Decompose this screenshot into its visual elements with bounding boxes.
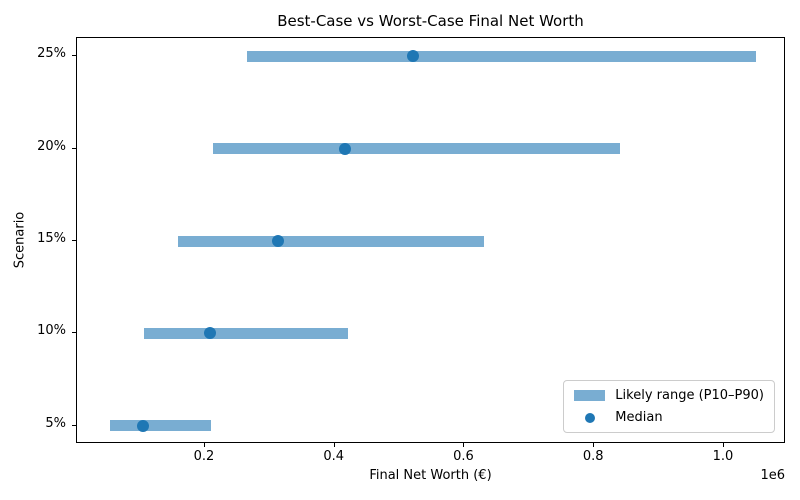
y-tick-mark-25pct: [72, 55, 76, 57]
median-dot-20pct: [339, 142, 352, 155]
legend-median-label: Median: [615, 410, 663, 425]
legend-range-label: Likely range (P10–P90): [615, 388, 764, 403]
x-tick-label-0.4: 0.4: [323, 449, 345, 464]
y-tick-mark-5pct: [72, 424, 76, 426]
range-bar-25pct: [247, 50, 757, 62]
x-tick-mark-1.0: [722, 443, 724, 447]
legend-item-median: Median: [574, 410, 764, 425]
y-tick-mark-15pct: [72, 240, 76, 241]
median-dot-icon: [584, 412, 595, 423]
x-tick-mark-0.2: [203, 443, 205, 447]
x-tick-label-0.2: 0.2: [193, 449, 215, 464]
range-bar-5pct: [109, 420, 212, 432]
x-tick-mark-0.4: [333, 443, 335, 447]
plot-area: Likely range (P10–P90) Median: [76, 37, 785, 443]
legend-range-swatch-box: [574, 390, 606, 401]
legend: Likely range (P10–P90) Median: [563, 380, 775, 433]
median-dot-15pct: [271, 235, 284, 247]
x-tick-mark-0.8: [593, 443, 595, 447]
y-tick-label-10pct: 10%: [37, 323, 66, 339]
x-tick-label-0.6: 0.6: [453, 449, 474, 464]
y-tick-label-5pct: 5%: [45, 415, 66, 431]
x-tick-label-0.8: 0.8: [582, 449, 604, 464]
y-tick-label-25pct: 25%: [37, 46, 66, 62]
range-bar-15pct: [178, 235, 484, 247]
y-tick-mark-10pct: [72, 332, 76, 334]
median-dot-25pct: [406, 50, 419, 63]
x-axis-label: Final Net Worth (€): [369, 468, 492, 483]
x-tick-label-1.0: 1.0: [712, 449, 734, 464]
x-tick-mark-0.6: [463, 443, 465, 447]
median-dot-10pct: [204, 327, 217, 340]
y-tick-mark-20pct: [72, 147, 76, 149]
legend-item-range: Likely range (P10–P90): [574, 388, 764, 403]
range-bar-10pct: [144, 327, 348, 339]
range-bar-20pct: [212, 143, 621, 155]
legend-median-swatch-box: [574, 412, 605, 423]
chart-title: Best-Case vs Worst-Case Final Net Worth: [277, 12, 584, 30]
x-axis-offset-label: 1e6: [760, 468, 785, 483]
range-swatch-icon: [574, 390, 606, 401]
y-tick-label-15pct: 15%: [37, 231, 66, 246]
y-tick-label-20pct: 20%: [37, 138, 66, 154]
median-dot-5pct: [136, 419, 149, 432]
